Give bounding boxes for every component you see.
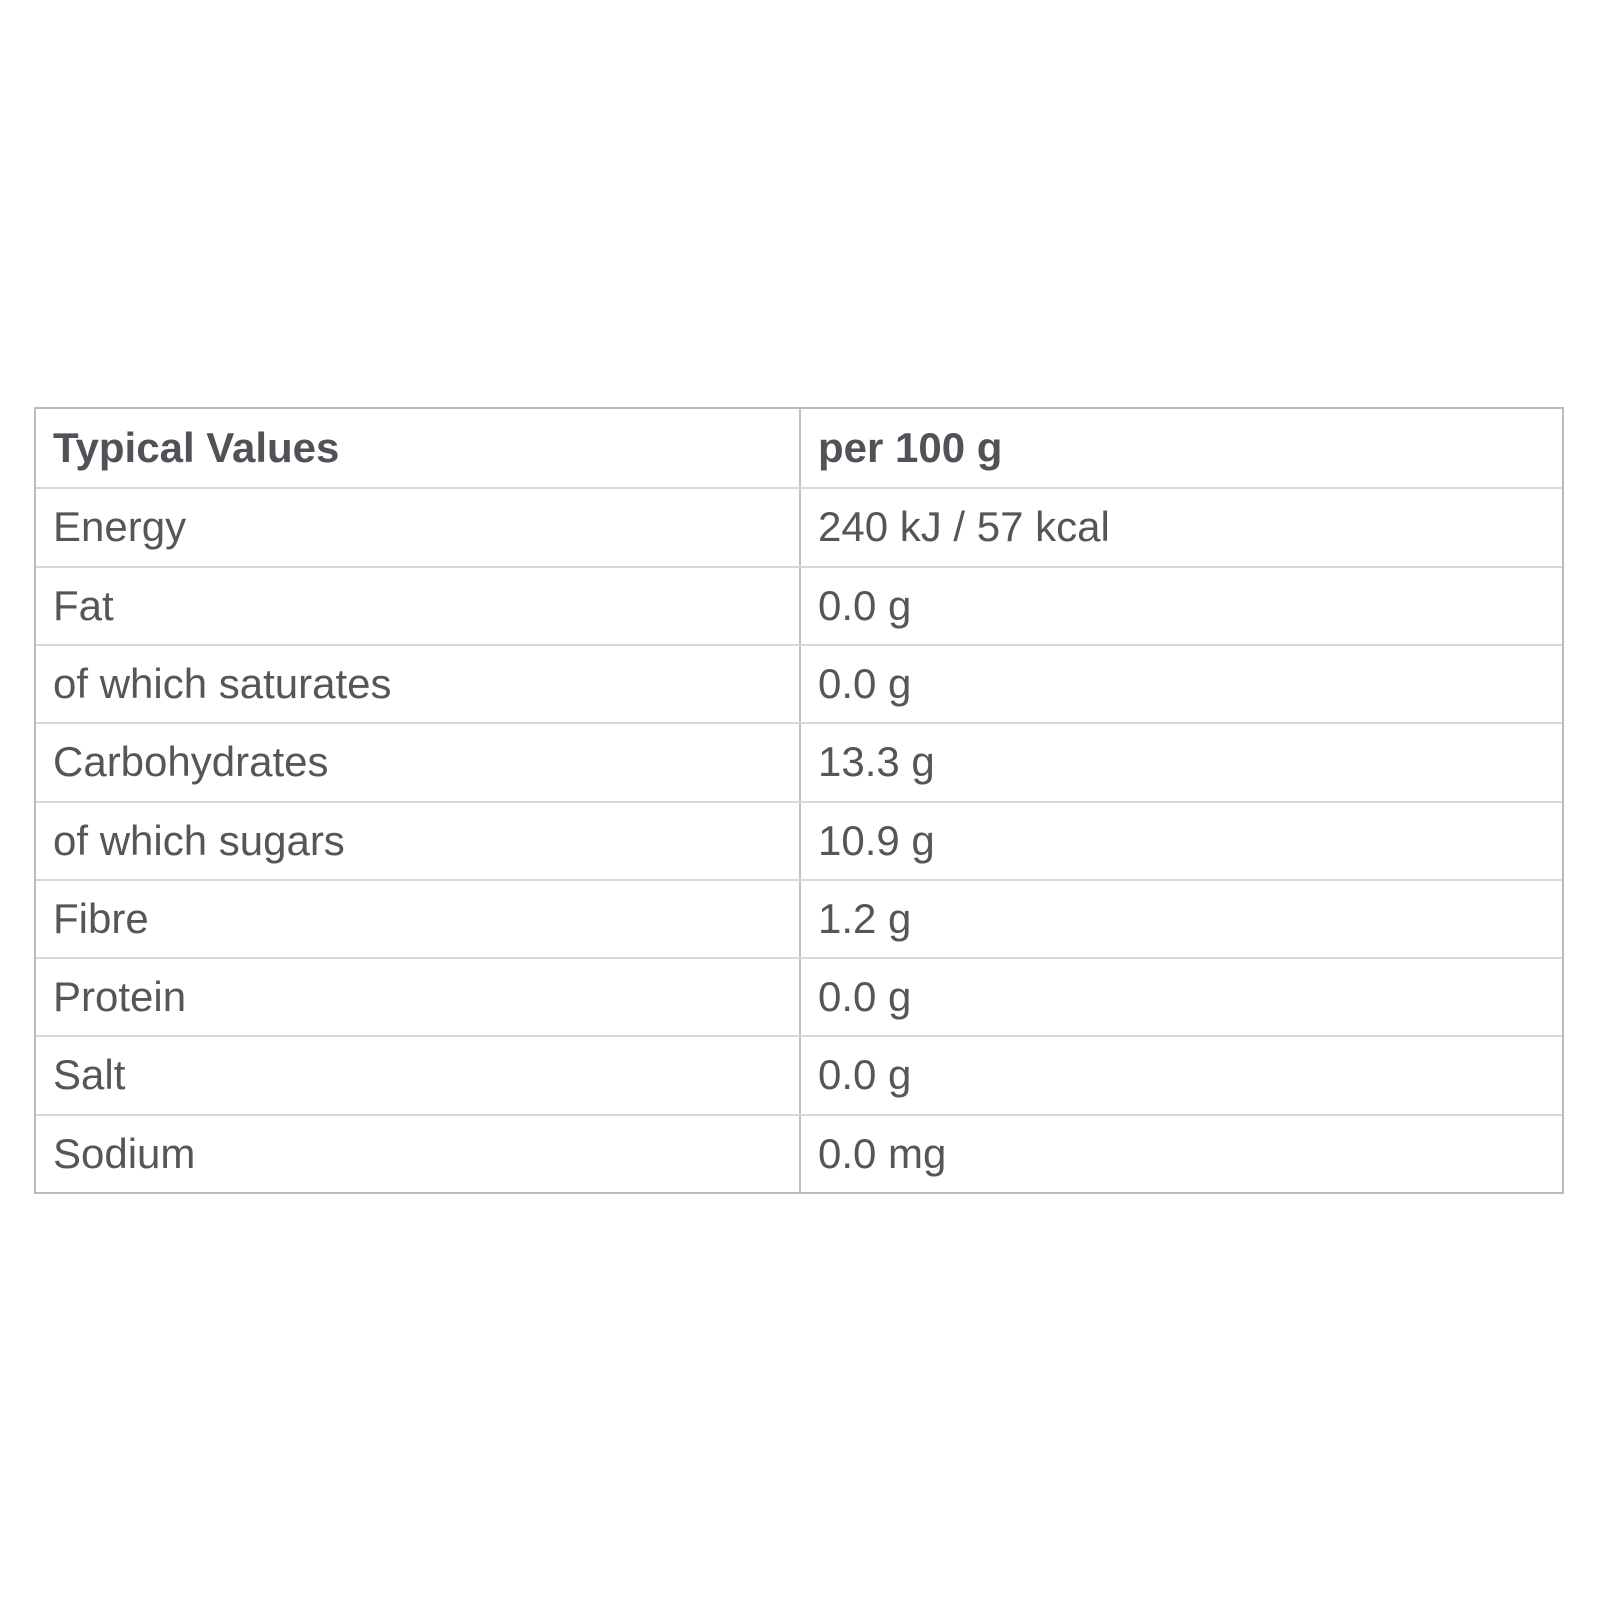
row-label-carbohydrates: Carbohydrates (53, 738, 329, 786)
table-row-energy: Energy 240 kJ / 57 kcal (36, 487, 1562, 566)
table-row-saturates: of which saturates 0.0 g (36, 643, 1562, 723)
row-value-saturates: 0.0 g (799, 645, 1562, 723)
row-label-sodium: Sodium (53, 1129, 196, 1177)
table-row-sodium: Sodium 0.0 mg (36, 1113, 1562, 1192)
row-value-protein: 0.0 g (799, 959, 1562, 1036)
row-value-fibre: 1.2 g (799, 880, 1562, 958)
row-value-fat: 0.0 g (799, 567, 1562, 644)
header-typical-values: Typical Values (53, 424, 340, 472)
table-row-fat: Fat 0.0 g (36, 565, 1562, 644)
table-row-carbohydrates: Carbohydrates 13.3 g (36, 722, 1562, 801)
row-label-sugars: of which sugars (53, 816, 345, 864)
row-value-salt: 0.0 g (799, 1037, 1562, 1114)
row-value-energy: 240 kJ / 57 kcal (799, 489, 1562, 566)
row-label-fibre: Fibre (53, 894, 149, 942)
row-label-energy: Energy (53, 503, 187, 551)
table-row-fibre: Fibre 1.2 g (36, 878, 1562, 958)
row-label-saturates: of which saturates (53, 659, 392, 707)
table-row-protein: Protein 0.0 g (36, 957, 1562, 1036)
table-row-salt: Salt 0.0 g (36, 1035, 1562, 1114)
row-value-sodium: 0.0 mg (799, 1115, 1562, 1192)
row-label-salt: Salt (53, 1051, 126, 1099)
row-label-protein: Protein (53, 973, 187, 1021)
row-value-carbohydrates: 13.3 g (799, 724, 1562, 801)
header-per-100g: per 100 g (799, 409, 1562, 488)
row-label-fat: Fat (53, 581, 114, 629)
nutrition-values-table: Typical Values per 100 g Energy 240 kJ /… (34, 407, 1564, 1194)
table-header-row: Typical Values per 100 g (36, 409, 1562, 488)
row-value-sugars: 10.9 g (799, 802, 1562, 879)
table-row-sugars: of which sugars 10.9 g (36, 800, 1562, 879)
